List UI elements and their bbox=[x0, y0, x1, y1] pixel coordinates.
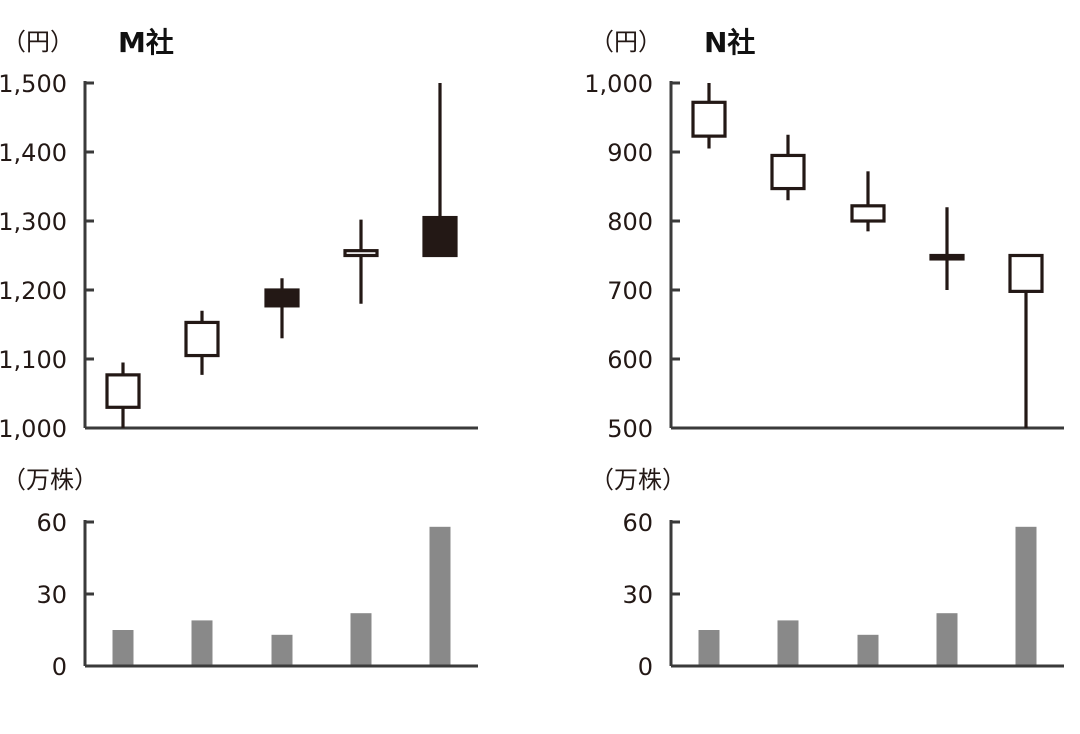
price-tick-label: 1,400 bbox=[0, 139, 67, 167]
candle-body-bullish bbox=[343, 249, 379, 258]
candle-body-bullish bbox=[105, 373, 141, 409]
volume-bar bbox=[271, 634, 293, 665]
volume-tick-label: 0 bbox=[638, 653, 653, 681]
volume-tick-label: 30 bbox=[622, 581, 653, 609]
volume-unit-label: （万株） bbox=[590, 466, 686, 494]
volume-tick-label: 30 bbox=[36, 581, 67, 609]
price-tick-label: 1,100 bbox=[0, 346, 67, 374]
volume-bar bbox=[112, 630, 134, 665]
volume-bar bbox=[936, 613, 958, 665]
price-tick-label: 1,000 bbox=[584, 70, 653, 98]
volume-bar bbox=[191, 620, 213, 665]
price-tick-label: 1,200 bbox=[0, 277, 67, 305]
volume-bar bbox=[857, 634, 879, 665]
candle-body-bearish bbox=[264, 288, 300, 308]
price-tick-label: 800 bbox=[607, 208, 653, 236]
price-unit-label: （円） bbox=[2, 28, 74, 56]
volume-tick-label: 60 bbox=[36, 509, 67, 537]
candle-body-bullish bbox=[770, 153, 806, 191]
volume-bar bbox=[777, 620, 799, 665]
candle-body-bearish bbox=[422, 215, 458, 258]
price-tick-label: 1,300 bbox=[0, 208, 67, 236]
volume-tick-label: 60 bbox=[622, 509, 653, 537]
volume-tick-label: 0 bbox=[52, 653, 67, 681]
volume-bar bbox=[350, 613, 372, 665]
price-tick-label: 600 bbox=[607, 346, 653, 374]
chart-title: N社 bbox=[704, 26, 755, 59]
candle-body-bullish bbox=[184, 320, 220, 358]
candle-body-bearish bbox=[929, 253, 965, 261]
price-unit-label: （円） bbox=[590, 28, 662, 56]
price-tick-label: 900 bbox=[607, 139, 653, 167]
price-tick-label: 1,000 bbox=[0, 415, 67, 443]
price-tick-label: 500 bbox=[607, 415, 653, 443]
volume-bar bbox=[1015, 526, 1037, 665]
candle-body-bullish bbox=[1008, 253, 1044, 293]
price-tick-label: 1,500 bbox=[0, 70, 67, 98]
volume-unit-label: （万株） bbox=[2, 466, 98, 494]
chart-title: M社 bbox=[118, 26, 174, 59]
candle-body-bullish bbox=[850, 204, 886, 223]
price-tick-label: 700 bbox=[607, 277, 653, 305]
volume-bar bbox=[429, 526, 451, 665]
volume-bar bbox=[698, 630, 720, 665]
candle-body-bullish bbox=[691, 100, 727, 138]
